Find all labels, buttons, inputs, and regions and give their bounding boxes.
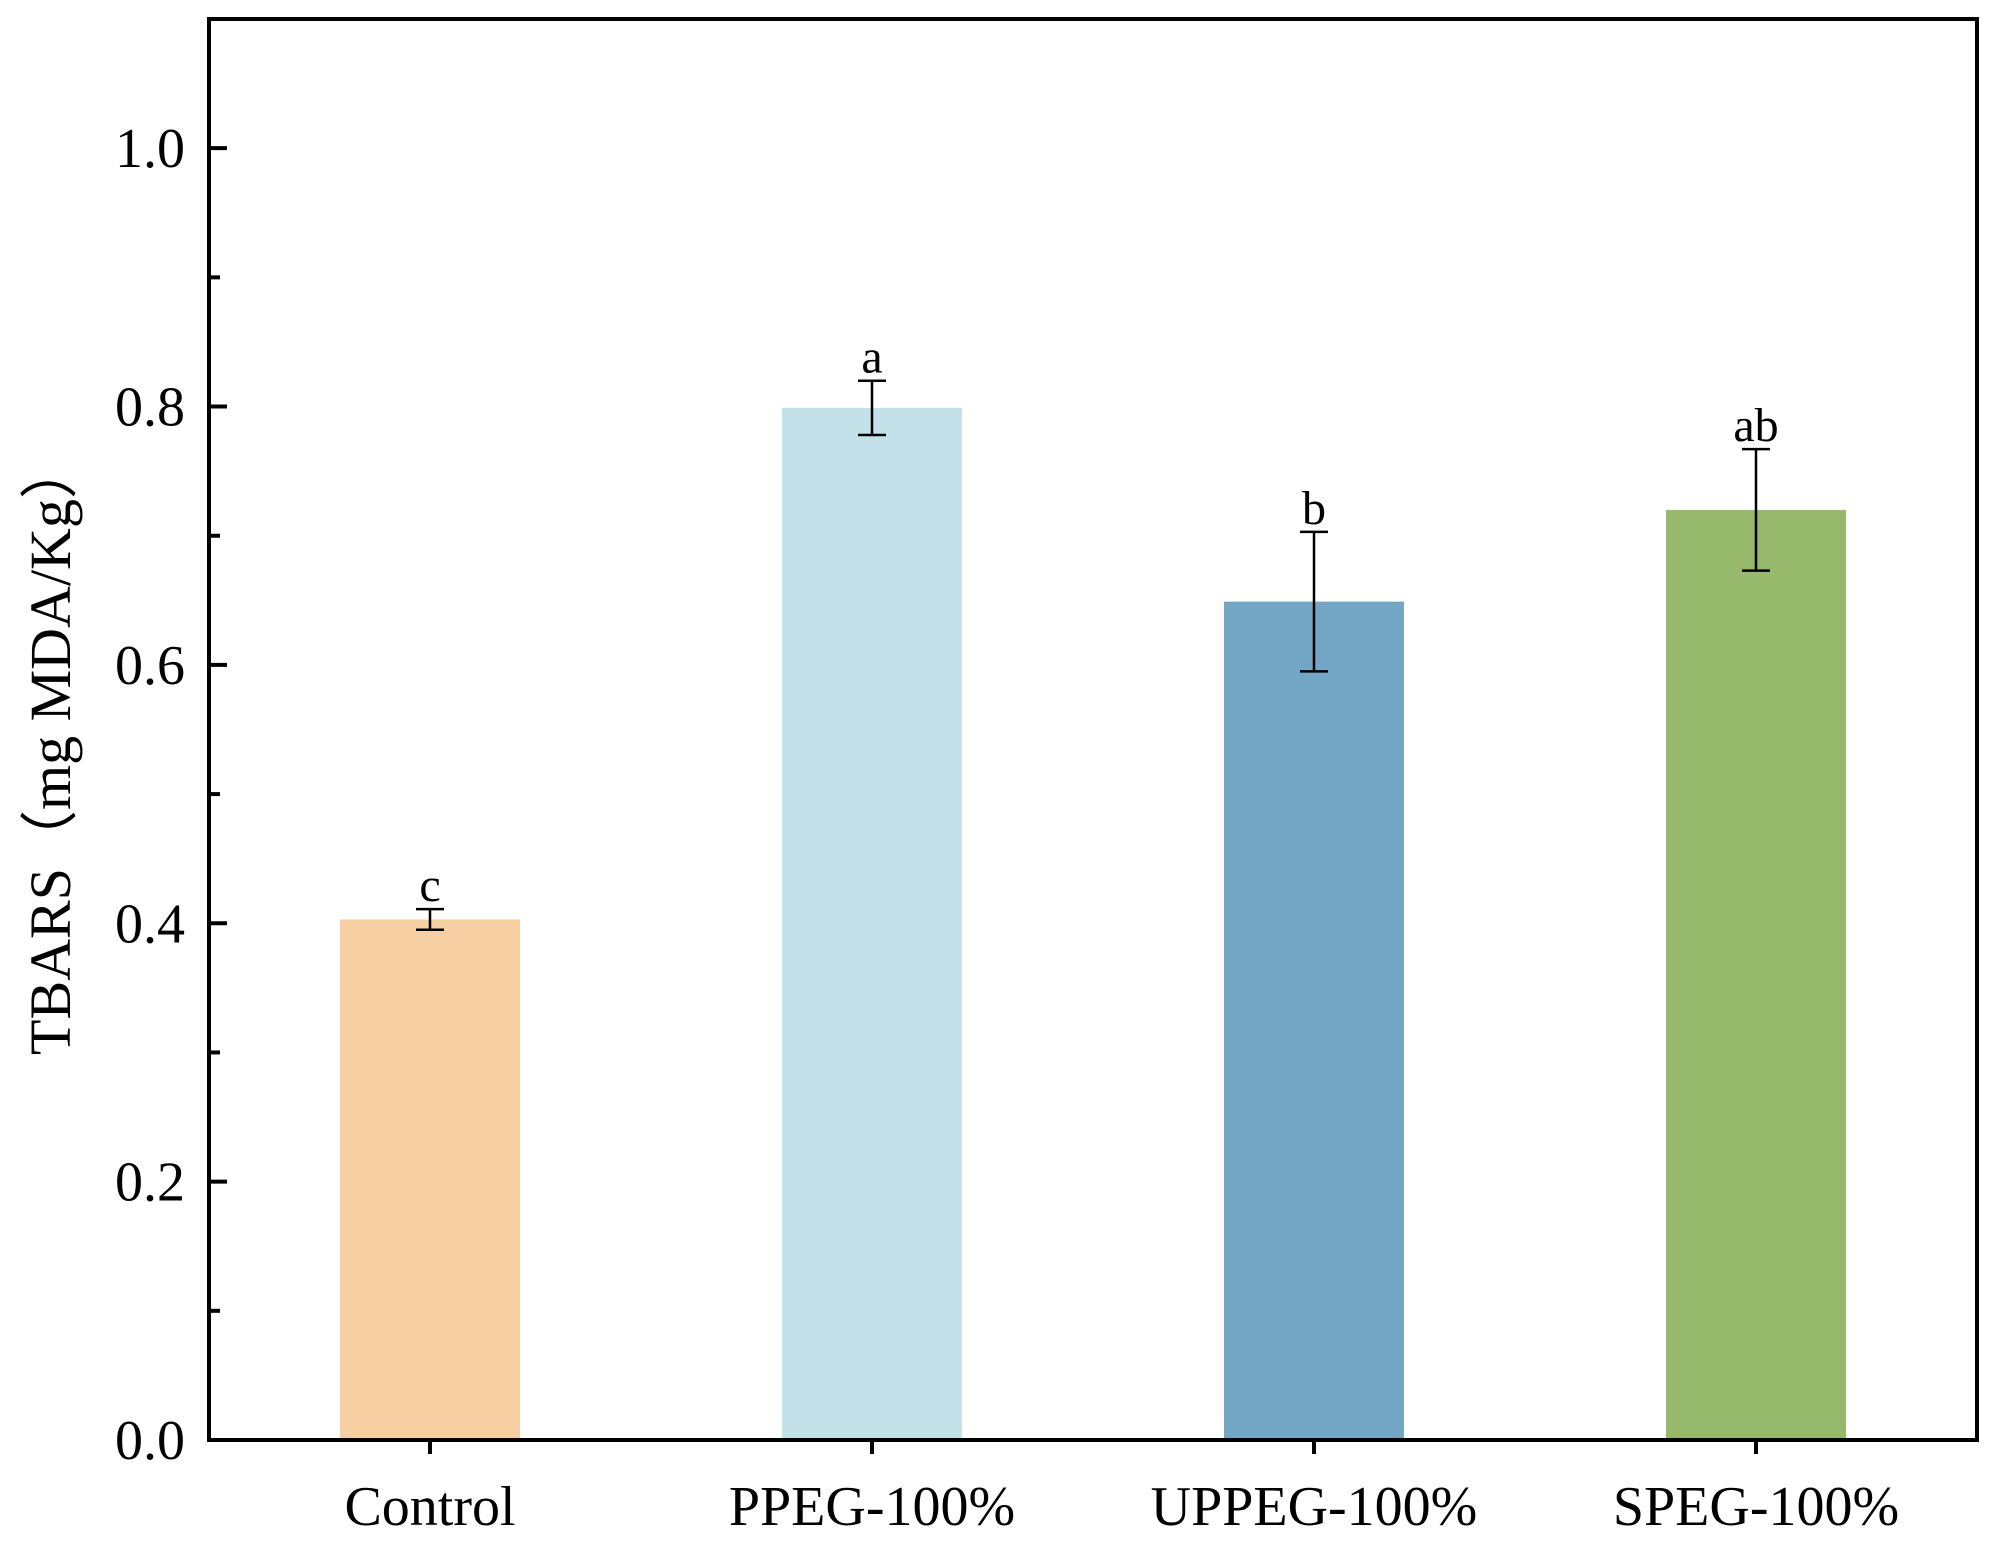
significance-label: a: [861, 331, 882, 384]
y-tick-label: 0.8: [115, 377, 185, 439]
significance-label: ab: [1733, 399, 1778, 452]
bar: [1224, 601, 1404, 1440]
bar: [782, 407, 962, 1440]
plot-frame: [207, 17, 1979, 1442]
x-category-label: PPEG-100%: [729, 1476, 1015, 1538]
x-category-label: SPEG-100%: [1613, 1476, 1899, 1538]
y-tick-label: 0.6: [115, 635, 185, 697]
bar: [1666, 509, 1846, 1441]
y-axis: 0.0 0.2 0.4 0.6 0.8 1.0: [115, 118, 227, 1472]
x-category-label: Control: [344, 1476, 515, 1538]
y-tick-label: 0.2: [115, 1152, 185, 1214]
y-tick-label: 0.0: [115, 1410, 185, 1472]
y-axis-label: TBARS（mg MDA/Kg）: [18, 441, 83, 1055]
bar: [340, 919, 520, 1440]
significance-label: b: [1302, 482, 1326, 535]
y-tick-label: 1.0: [115, 118, 185, 180]
significance-label: c: [419, 859, 440, 912]
x-axis: Control PPEG-100% UPPEG-100% SPEG-100%: [344, 1440, 1899, 1538]
x-category-label: UPPEG-100%: [1151, 1476, 1478, 1538]
y-tick-label: 0.4: [115, 893, 185, 955]
